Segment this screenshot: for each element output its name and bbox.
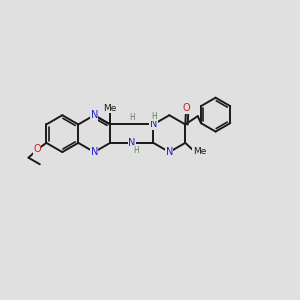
Text: O: O bbox=[33, 144, 41, 154]
Text: N: N bbox=[128, 139, 136, 148]
Text: N: N bbox=[91, 147, 98, 157]
Text: N: N bbox=[150, 119, 157, 129]
Text: N: N bbox=[166, 147, 173, 157]
Text: Me: Me bbox=[193, 147, 206, 156]
Text: H: H bbox=[129, 113, 135, 122]
Text: N: N bbox=[91, 147, 98, 157]
Text: Me: Me bbox=[103, 103, 117, 112]
Text: O: O bbox=[182, 103, 190, 113]
Text: Me: Me bbox=[193, 147, 206, 156]
Text: N: N bbox=[91, 110, 98, 120]
Text: O: O bbox=[33, 144, 41, 154]
Text: N: N bbox=[91, 110, 98, 120]
Text: H: H bbox=[151, 112, 157, 121]
Text: H: H bbox=[151, 112, 157, 121]
Text: Me: Me bbox=[103, 103, 117, 112]
Text: H: H bbox=[134, 146, 140, 154]
Text: N: N bbox=[166, 147, 173, 157]
Text: O: O bbox=[182, 103, 190, 113]
Text: N: N bbox=[150, 119, 157, 129]
